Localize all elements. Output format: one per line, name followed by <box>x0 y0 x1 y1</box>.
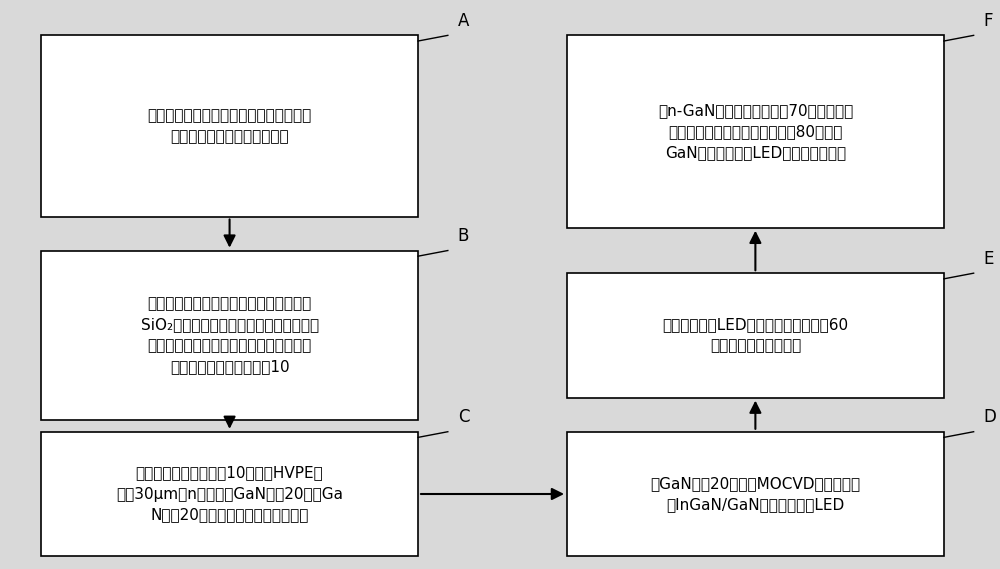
Text: B: B <box>458 227 469 245</box>
Text: D: D <box>984 408 996 426</box>
Text: F: F <box>984 12 993 30</box>
FancyBboxPatch shape <box>567 35 944 228</box>
Text: E: E <box>984 250 994 267</box>
FancyBboxPatch shape <box>41 250 418 420</box>
Text: A: A <box>458 12 469 30</box>
FancyBboxPatch shape <box>567 273 944 398</box>
Text: 取双面抛光的蓝宝石衬底或将单面抛光的
蓝宝石衬底的背面也同样抛光: 取双面抛光的蓝宝石衬底或将单面抛光的 蓝宝石衬底的背面也同样抛光 <box>147 108 312 144</box>
FancyBboxPatch shape <box>41 35 418 217</box>
Text: 在双面抛光的蓝宝石衬底的其中一面制备
SiO₂的掩模图形，该掩模图形将蓝宝石衬
底的正面分割为若干个分离的区域，从而
得到图形化的蓝宝石衬底10: 在双面抛光的蓝宝石衬底的其中一面制备 SiO₂的掩模图形，该掩模图形将蓝宝石衬 … <box>141 296 319 374</box>
Text: C: C <box>458 408 469 426</box>
Text: 在GaN厚膜20上采用MOCVD方法外延生
长InGaN/GaN多周期量子阱LED: 在GaN厚膜20上采用MOCVD方法外延生 长InGaN/GaN多周期量子阱LE… <box>650 476 860 512</box>
FancyBboxPatch shape <box>41 432 418 556</box>
Text: 在n-GaN厚膜上制作上电极70，在与外延
层相连的金属基板上制作下电极80，完成
GaN厚膜垂直结构LED上下电极的制备: 在n-GaN厚膜上制作上电极70，在与外延 层相连的金属基板上制作下电极80，完… <box>658 103 853 160</box>
Text: 在图像化的蓝宝石衬底10上采用HVPE法
沉积30μm的n型掺杂的GaN厚膜20，该Ga
N厚膜20的厚度大于掩膜图形的厚度: 在图像化的蓝宝石衬底10上采用HVPE法 沉积30μm的n型掺杂的GaN厚膜20… <box>116 465 343 522</box>
Text: 将该多量子阱LED结构键合至钨铜基板60
上，采用激光剥离衬底: 将该多量子阱LED结构键合至钨铜基板60 上，采用激光剥离衬底 <box>662 318 848 353</box>
FancyBboxPatch shape <box>567 432 944 556</box>
